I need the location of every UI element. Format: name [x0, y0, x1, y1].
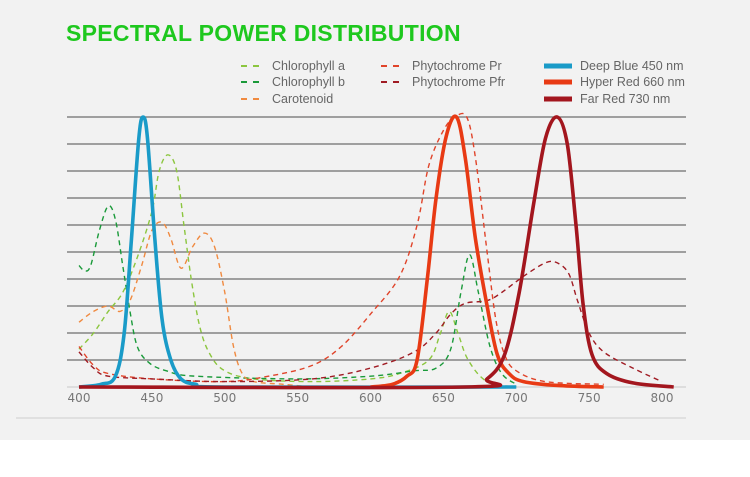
legend-swatch — [381, 65, 405, 67]
legend-item: Chlorophyll b — [240, 74, 345, 90]
series-line-chlorophyll-a — [78, 154, 517, 388]
x-tick-label: 650 — [432, 391, 455, 405]
x-tick-label: 550 — [286, 391, 309, 405]
legend-item: Far Red 730 nm — [544, 91, 670, 107]
series-line-hyper-red-660-nm — [370, 114, 604, 389]
legend-label: Chlorophyll a — [272, 59, 345, 73]
x-tick-label: 500 — [213, 391, 236, 405]
legend-item: Phytochrome Pr — [380, 58, 502, 74]
legend-swatch — [381, 81, 405, 83]
x-tick-label: 400 — [68, 391, 91, 405]
x-tick-label: 600 — [359, 391, 382, 405]
series-line-phytochrome-pfr — [78, 260, 663, 383]
legend-label: Deep Blue 450 nm — [580, 59, 684, 73]
legend-item: Carotenoid — [240, 91, 333, 107]
series-line-far-red-730-nm — [78, 115, 674, 390]
series-line-carotenoid — [78, 221, 313, 388]
legend-swatch — [544, 63, 572, 69]
series-line-chlorophyll-b — [78, 205, 517, 385]
x-tick-label: 450 — [140, 391, 163, 405]
legend-item: Phytochrome Pfr — [380, 74, 505, 90]
x-tick-label: 800 — [651, 391, 674, 405]
legend-swatch — [241, 81, 265, 83]
legend-item: Deep Blue 450 nm — [544, 58, 684, 74]
legend-swatch — [544, 96, 572, 102]
legend-item: Chlorophyll a — [240, 58, 345, 74]
legend-label: Phytochrome Pfr — [412, 75, 506, 89]
x-tick-label: 700 — [505, 391, 528, 405]
legend-label: Far Red 730 nm — [580, 92, 671, 106]
legend-label: Carotenoid — [272, 92, 334, 106]
legend-label: Hyper Red 660 nm — [580, 75, 685, 89]
legend-label: Phytochrome Pr — [412, 59, 502, 73]
x-tick-label: 750 — [578, 391, 601, 405]
legend-label: Chlorophyll b — [272, 75, 345, 89]
legend-swatch — [241, 98, 265, 100]
legend-swatch — [544, 79, 572, 85]
chart-title: SPECTRAL POWER DISTRIBUTION — [66, 20, 461, 46]
legend-item: Hyper Red 660 nm — [544, 74, 685, 90]
legend-swatch — [241, 65, 265, 67]
